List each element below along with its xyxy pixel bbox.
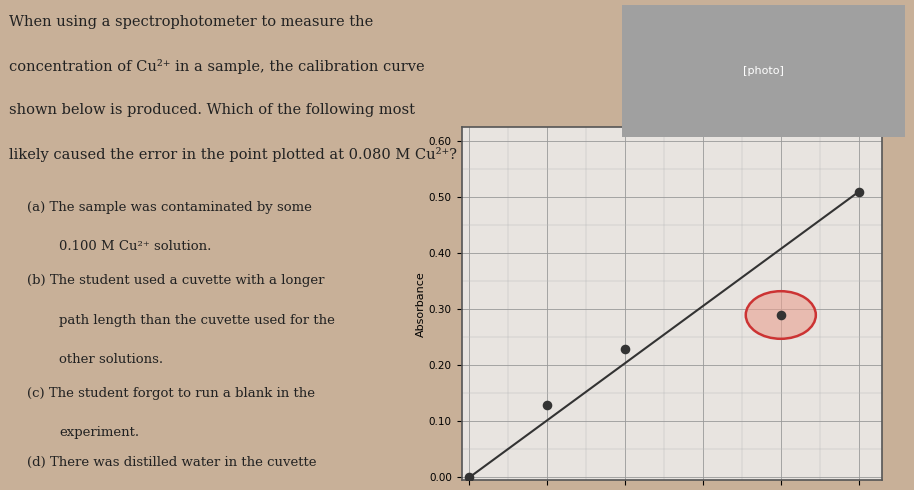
Text: (d) There was distilled water in the cuvette: (d) There was distilled water in the cuv…: [27, 456, 317, 469]
Point: [540, 401, 555, 409]
Text: other solutions.: other solutions.: [59, 353, 164, 366]
Text: shown below is produced. Which of the following most: shown below is produced. Which of the fo…: [9, 103, 415, 117]
Text: When using a spectrophotometer to measure the: When using a spectrophotometer to measur…: [9, 15, 374, 29]
Text: [photo]: [photo]: [743, 66, 783, 76]
Point: [618, 344, 632, 352]
Text: (b) The student used a cuvette with a longer: (b) The student used a cuvette with a lo…: [27, 274, 324, 288]
Text: (a) The sample was contaminated by some: (a) The sample was contaminated by some: [27, 201, 313, 214]
Point: [462, 473, 477, 481]
Text: experiment.: experiment.: [59, 426, 140, 440]
Y-axis label: Absorbance: Absorbance: [416, 271, 426, 337]
Text: path length than the cuvette used for the: path length than the cuvette used for th…: [59, 314, 335, 327]
Point: [851, 188, 866, 196]
Point: [773, 311, 788, 319]
Text: (c) The student forgot to run a blank in the: (c) The student forgot to run a blank in…: [27, 387, 315, 400]
Ellipse shape: [746, 291, 816, 339]
Text: concentration of Cu²⁺ in a sample, the calibration curve: concentration of Cu²⁺ in a sample, the c…: [9, 59, 425, 74]
Text: likely caused the error in the point plotted at 0.080 M Cu²⁺?: likely caused the error in the point plo…: [9, 147, 457, 162]
Text: 0.100 M Cu²⁺ solution.: 0.100 M Cu²⁺ solution.: [59, 240, 212, 253]
